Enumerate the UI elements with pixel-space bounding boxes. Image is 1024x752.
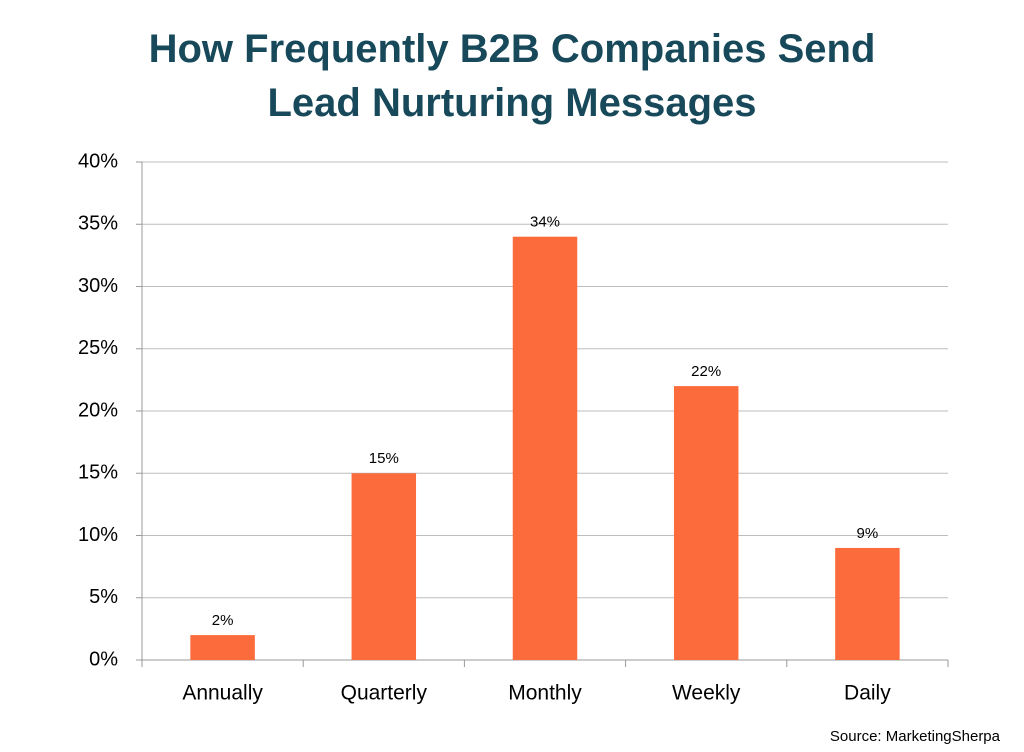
y-tick-label: 30% bbox=[78, 275, 118, 297]
x-tick-label: Weekly bbox=[672, 682, 741, 705]
y-tick-label: 35% bbox=[78, 213, 118, 235]
chart-title: How Frequently B2B Companies Send Lead N… bbox=[148, 27, 876, 125]
data-label: 9% bbox=[857, 525, 879, 542]
y-tick-label: 40% bbox=[78, 150, 118, 172]
data-label: 15% bbox=[369, 450, 399, 467]
bar bbox=[673, 386, 739, 660]
x-tick-label: Monthly bbox=[508, 682, 582, 705]
bar bbox=[512, 236, 578, 660]
y-tick-label: 20% bbox=[78, 399, 118, 421]
y-tick-label: 5% bbox=[89, 586, 118, 608]
source-note: Source: MarketingSherpa bbox=[830, 728, 1001, 745]
y-tick-label: 10% bbox=[78, 524, 118, 546]
x-tick-label: Daily bbox=[844, 682, 891, 705]
y-tick-label: 25% bbox=[78, 337, 118, 359]
bar bbox=[190, 635, 255, 660]
x-tick-label: Quarterly bbox=[341, 682, 428, 705]
bar bbox=[835, 547, 900, 660]
y-tick-label: 0% bbox=[89, 648, 118, 670]
y-tick-label: 15% bbox=[78, 462, 118, 484]
data-label: 34% bbox=[530, 214, 560, 231]
data-label: 22% bbox=[691, 363, 721, 380]
bar bbox=[351, 473, 417, 660]
x-tick-label: Annually bbox=[182, 682, 263, 705]
data-label: 2% bbox=[212, 612, 234, 629]
